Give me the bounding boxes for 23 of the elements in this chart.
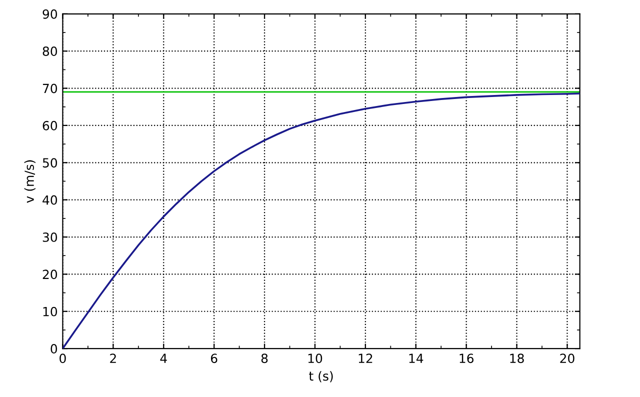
y-tick-label: 90 (42, 9, 58, 19)
y-tick-label: 40 (42, 195, 58, 205)
x-tick-label: 4 (160, 354, 167, 363)
y-tick-label: 60 (42, 120, 58, 130)
y-tick-label: 0 (50, 344, 58, 354)
x-tick-label: 14 (409, 354, 424, 363)
y-tick-label: 80 (42, 46, 58, 56)
x-tick-label: 6 (210, 354, 218, 364)
x-tick-label: 0 (60, 354, 66, 364)
x-tick-label: 20 (560, 354, 574, 364)
y-tick-label: 30 (42, 232, 58, 242)
y-tick-label: 10 (43, 306, 58, 316)
x-tick-label: 2 (110, 354, 116, 363)
x-tick-label: 16 (460, 354, 474, 364)
y-tick-label: 70 (42, 84, 58, 94)
x-axis-title: t (s) (309, 371, 333, 382)
y-tick-label: 20 (42, 270, 58, 280)
x-tick-label: 8 (261, 354, 268, 364)
x-tick-label: 12 (358, 354, 372, 363)
x-tick-label: 18 (510, 354, 524, 364)
x-tick-label: 10 (308, 354, 322, 364)
y-axis-title: v (m/s) (24, 160, 36, 203)
y-tick-label: 50 (42, 158, 58, 168)
